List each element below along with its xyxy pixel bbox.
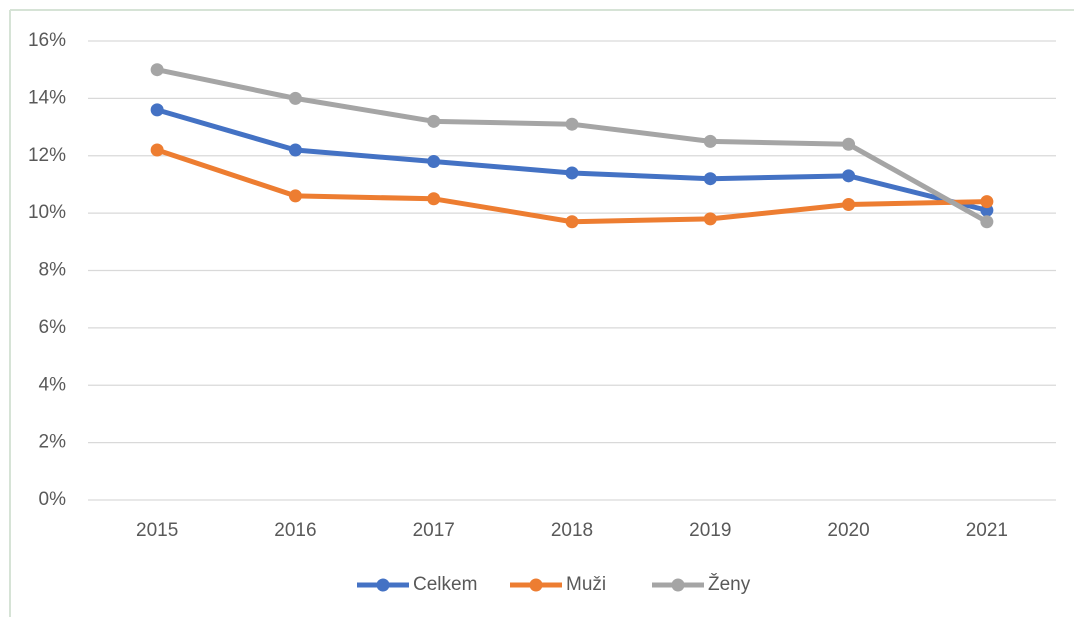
y-tick-label: 10% <box>28 202 66 223</box>
y-tick-label: 2% <box>39 432 67 453</box>
point-marker <box>288 143 302 157</box>
point-marker <box>565 215 579 229</box>
x-tick-label: 2015 <box>136 520 178 541</box>
legend-marker <box>671 578 685 592</box>
point-marker <box>842 169 856 183</box>
point-marker <box>565 166 579 180</box>
point-marker <box>703 212 717 226</box>
x-tick-label: 2018 <box>551 520 593 541</box>
point-marker <box>427 192 441 206</box>
x-tick-label: 2016 <box>274 520 316 541</box>
legend-label: Muži <box>566 574 606 595</box>
y-tick-label: 14% <box>28 87 66 108</box>
point-marker <box>842 137 856 151</box>
x-tick-label: 2017 <box>413 520 455 541</box>
x-tick-label: 2020 <box>827 520 869 541</box>
y-tick-label: 0% <box>39 489 67 510</box>
point-marker <box>980 215 994 229</box>
point-marker <box>427 114 441 128</box>
x-tick-label: 2021 <box>966 520 1008 541</box>
point-marker <box>703 172 717 186</box>
point-marker <box>150 143 164 157</box>
y-tick-label: 6% <box>39 317 67 338</box>
legend-label: Celkem <box>413 574 477 595</box>
point-marker <box>150 63 164 77</box>
y-tick-label: 4% <box>39 374 67 395</box>
legend-marker <box>376 578 390 592</box>
point-marker <box>150 103 164 117</box>
point-marker <box>703 134 717 148</box>
point-marker <box>288 189 302 203</box>
point-marker <box>842 198 856 212</box>
series-line <box>154 147 990 225</box>
point-marker <box>288 91 302 105</box>
y-tick-label: 8% <box>39 260 67 281</box>
point-marker <box>565 117 579 131</box>
legend-label: Ženy <box>708 573 751 595</box>
point-marker <box>980 195 994 209</box>
y-tick-label: 16% <box>28 30 66 51</box>
y-tick-label: 12% <box>28 145 66 166</box>
x-tick-label: 2019 <box>689 520 731 541</box>
point-marker <box>427 154 441 168</box>
legend-marker <box>529 578 543 592</box>
